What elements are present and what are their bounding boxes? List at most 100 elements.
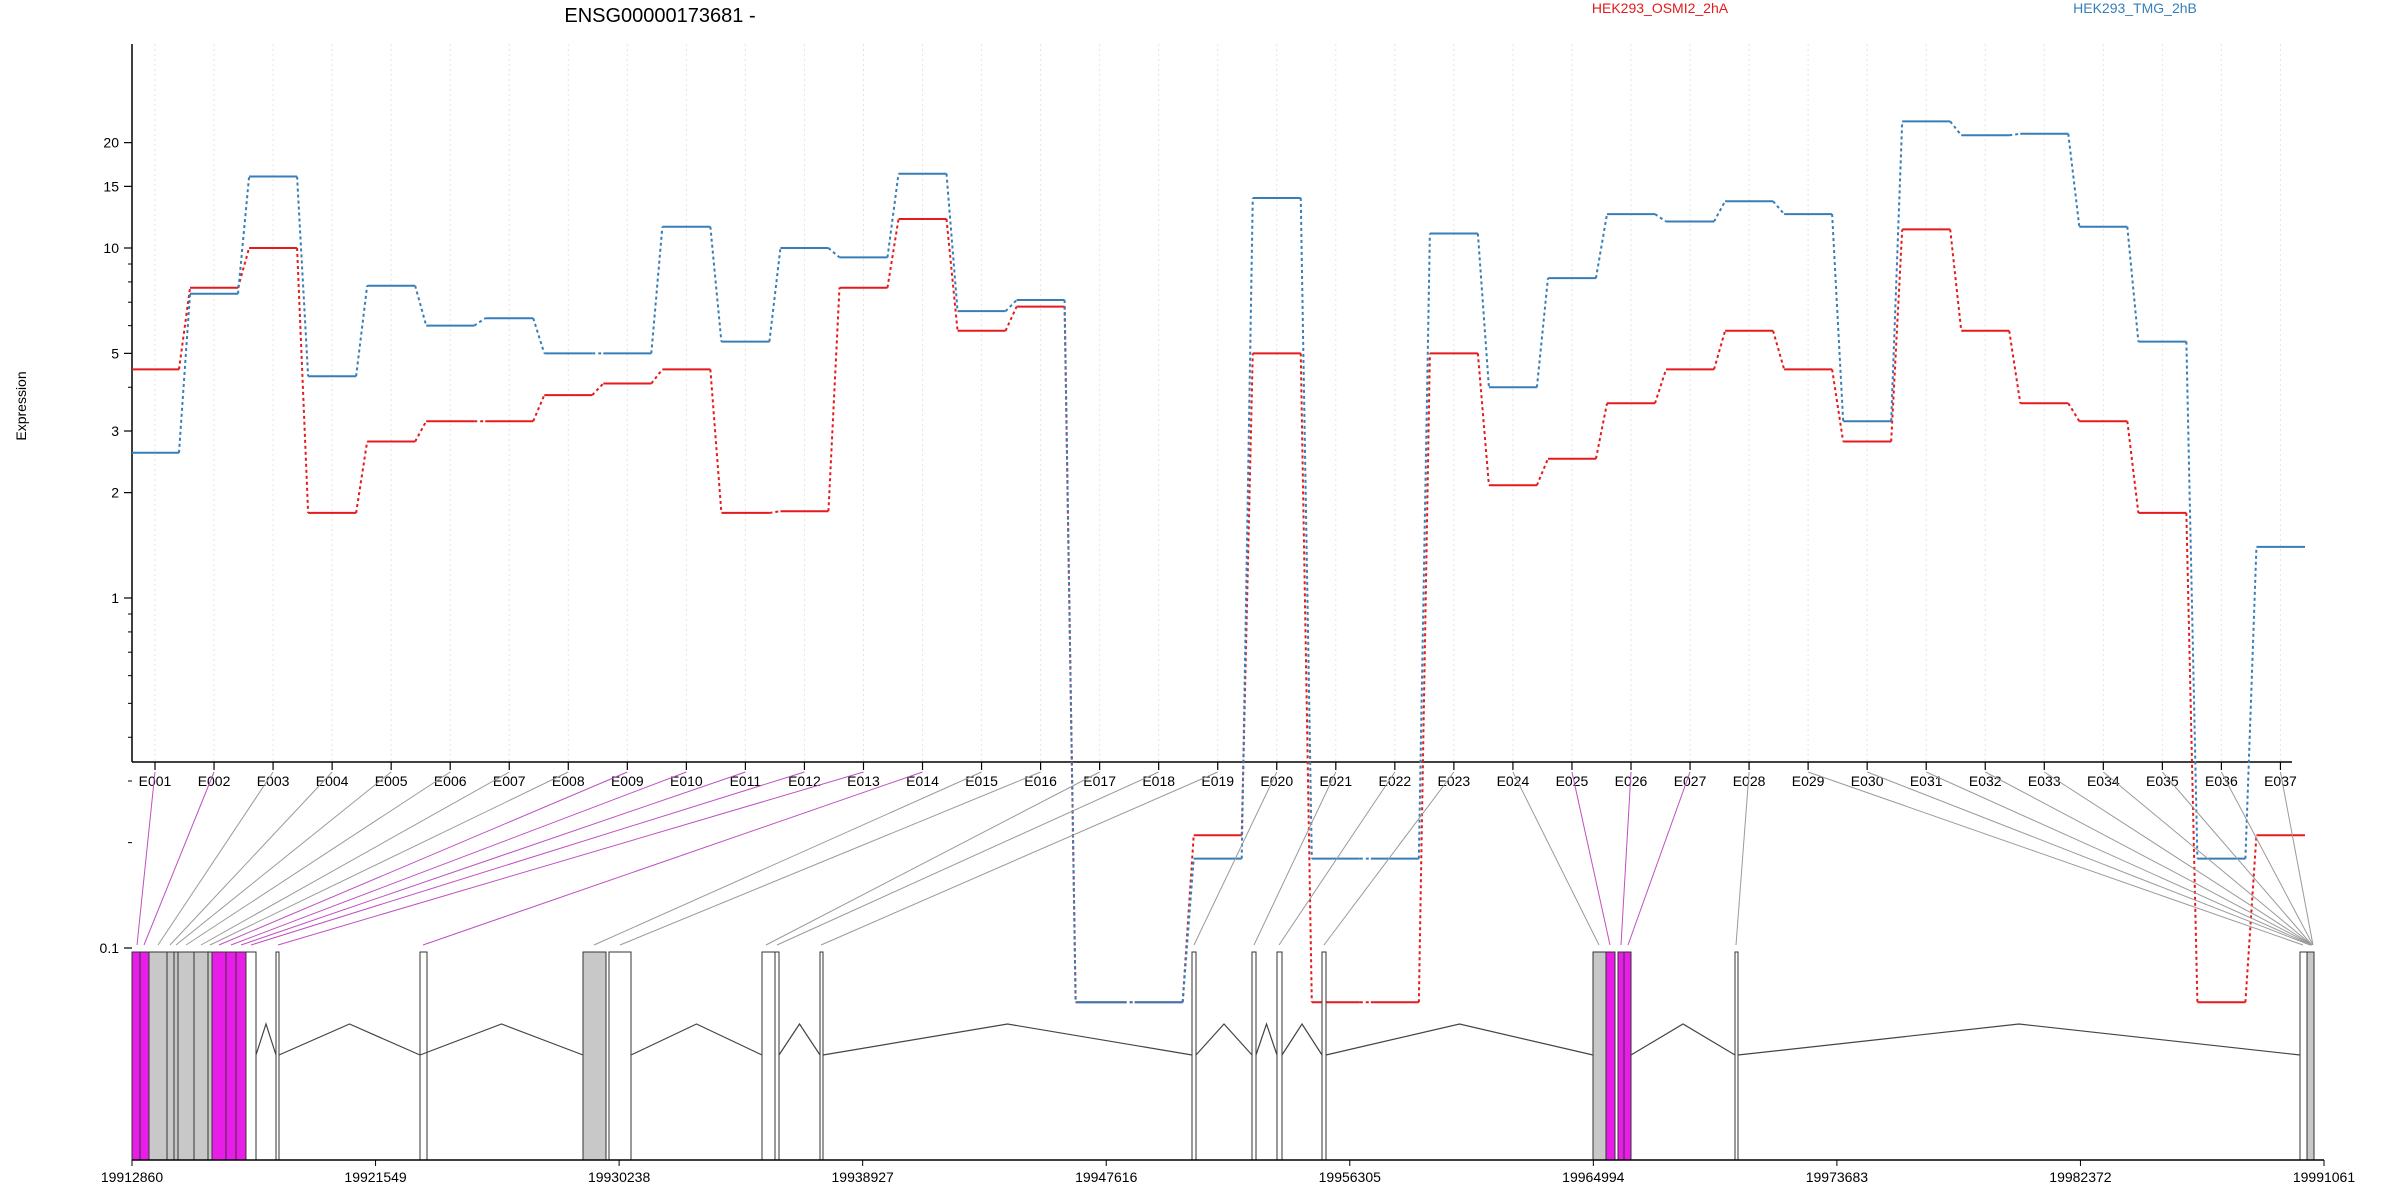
exon-connector — [1278, 771, 1396, 946]
intron-line — [1281, 1022, 1323, 1056]
x-tick-label: E029 — [1792, 773, 1825, 789]
exon-block — [235, 951, 247, 1161]
series-connector — [1772, 200, 1785, 215]
vertical-grid — [154, 44, 2281, 762]
x-tick-label: E018 — [1142, 773, 1175, 789]
series-connector — [532, 317, 546, 354]
series-connector — [2244, 546, 2258, 859]
exon-block — [173, 951, 179, 1161]
series-connector — [296, 176, 310, 377]
x-tick-label: E037 — [2264, 773, 2297, 789]
series-connector — [2067, 402, 2081, 422]
genomic-tick-label: 19973683 — [1806, 1169, 1869, 1185]
series-connector — [296, 247, 310, 513]
y-tick-label: 0.1 — [100, 940, 120, 956]
intron-line — [1737, 1023, 2301, 1056]
exon-connector — [143, 771, 215, 946]
series-connector — [1181, 835, 1195, 1003]
series-connector — [650, 368, 664, 385]
exon-connector — [200, 771, 510, 946]
exon-block — [1734, 951, 1739, 1161]
exon-block — [131, 951, 141, 1161]
series-connector — [769, 510, 781, 514]
x-tick-label: E024 — [1497, 773, 1530, 789]
x-axis-ticks: E001 E002 E003 E004 E005 E006 E007 E008 E009 E010… — [139, 762, 2297, 789]
exon-connector — [765, 771, 1100, 946]
genomic-tick-label: 19947616 — [1075, 1169, 1138, 1185]
x-tick-label: E032 — [1969, 773, 2002, 789]
x-tick-label: E034 — [2087, 773, 2120, 789]
series-connector — [237, 176, 251, 294]
series-connector — [886, 218, 900, 288]
genomic-tick-label: 19938927 — [832, 1169, 895, 1185]
series-connector — [1417, 233, 1431, 859]
series-connector — [414, 420, 428, 442]
exon-block — [1321, 951, 1327, 1161]
exon-connector — [776, 771, 1159, 946]
exon-connector — [2103, 771, 2313, 946]
exon-connector — [422, 771, 923, 946]
x-tick-label: E011 — [730, 773, 762, 789]
exon-connector — [1985, 771, 2313, 946]
exon-block — [177, 951, 195, 1161]
intron-line — [1255, 1022, 1278, 1056]
x-tick-label: E007 — [493, 773, 526, 789]
exon-connector — [1323, 771, 1455, 946]
series-connector — [768, 247, 782, 342]
exon-connector — [619, 771, 1041, 946]
x-tick-label: E008 — [552, 773, 585, 789]
series-connector — [1949, 120, 1963, 136]
x-tick-label: E020 — [1260, 773, 1293, 789]
x-tick-label: E002 — [198, 773, 231, 789]
series-connector — [2244, 835, 2258, 1003]
series-connector — [1890, 229, 1904, 442]
exon-block — [419, 951, 428, 1161]
exon-block — [1191, 951, 1197, 1161]
exon-connector — [1735, 771, 1750, 946]
genomic-axis-ticks: 19912860 19921549 19930238 19938927 19947616… — [101, 1160, 2355, 1185]
y-tick-label: 15 — [103, 178, 119, 194]
series-2 — [132, 120, 2305, 1004]
exon-connector — [1253, 771, 1337, 946]
x-tick-label: E019 — [1201, 773, 1234, 789]
intron-line — [419, 1023, 584, 1056]
series-connector — [414, 285, 428, 326]
series-connector — [886, 173, 900, 258]
exon-block — [582, 951, 607, 1161]
series-connector — [1535, 458, 1549, 486]
series-connector — [532, 394, 546, 422]
series-connector — [709, 226, 723, 342]
x-tick-label: E031 — [1910, 773, 1943, 789]
y-axis-label: Expression — [13, 371, 29, 440]
exon-connector — [136, 771, 156, 946]
x-tick-label: E006 — [434, 773, 467, 789]
series-connector — [1594, 403, 1608, 459]
exon-block — [1592, 951, 1607, 1161]
exon-connector — [175, 771, 392, 946]
exon-connector — [157, 771, 274, 946]
series-connector — [1476, 353, 1490, 486]
x-tick-label: E010 — [670, 773, 703, 789]
series-connector — [2126, 421, 2140, 514]
x-tick-label: E001 — [139, 773, 172, 789]
exon-connector — [1571, 771, 1611, 946]
x-tick-label: E025 — [1556, 773, 1589, 789]
exon-block — [193, 951, 209, 1161]
genomic-tick-label: 19956305 — [1319, 1169, 1382, 1185]
series-connector — [1240, 197, 1254, 859]
exon-block — [1276, 951, 1283, 1161]
exon-connector — [209, 771, 569, 946]
exon-connector — [820, 771, 1218, 946]
x-tick-label: E012 — [788, 773, 821, 789]
series-connector — [1713, 330, 1727, 370]
x-tick-label: E027 — [1674, 773, 1707, 789]
series-connector — [1535, 278, 1549, 388]
exon-connector — [1512, 771, 1600, 946]
intron-line — [1630, 1023, 1736, 1056]
legend-series-2: HEK293_TMG_2hB — [2073, 0, 2197, 16]
genomic-tick-label: 19982372 — [2049, 1169, 2112, 1185]
series-connector — [178, 293, 192, 453]
intron-line — [1195, 1023, 1253, 1056]
series-connector — [827, 287, 841, 512]
